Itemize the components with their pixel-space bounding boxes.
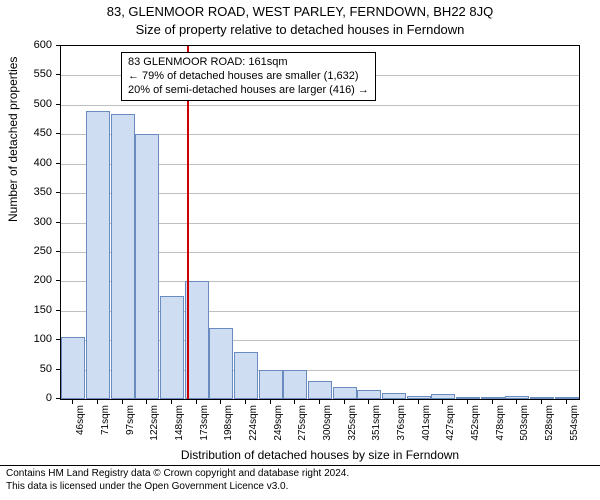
annotation-line: 83 GLENMOOR ROAD: 161sqm (128, 56, 369, 70)
page-title-line1: 83, GLENMOOR ROAD, WEST PARLEY, FERNDOWN… (0, 4, 600, 19)
histogram-bar (530, 397, 554, 399)
y-tick-label: 450 (34, 127, 52, 139)
x-tick-label: 452sqm (470, 405, 481, 441)
y-tick-label: 300 (34, 216, 52, 228)
annotation-line: ← 79% of detached houses are smaller (1,… (128, 70, 369, 84)
x-tick-mark (72, 400, 73, 404)
page-title-line2: Size of property relative to detached ho… (0, 22, 600, 37)
x-tick-label: 300sqm (322, 405, 333, 441)
histogram-bar (431, 394, 455, 399)
y-tick-label: 550 (34, 68, 52, 80)
x-tick-label: 325sqm (347, 405, 358, 441)
x-tick-mark (122, 400, 123, 404)
histogram-bar (555, 397, 579, 399)
histogram-bar (481, 397, 505, 399)
histogram-bar (86, 111, 110, 399)
histogram-bar (308, 381, 332, 399)
x-tick-label: 224sqm (248, 405, 259, 441)
y-tick-label: 200 (34, 274, 52, 286)
footer-line: Contains HM Land Registry data © Crown c… (6, 468, 594, 481)
x-tick-label: 554sqm (569, 405, 580, 441)
x-tick-label: 401sqm (421, 405, 432, 441)
x-tick-label: 478sqm (495, 405, 506, 441)
x-tick-label: 148sqm (174, 405, 185, 441)
y-tick-label: 250 (34, 245, 52, 257)
footer: Contains HM Land Registry data © Crown c… (0, 465, 600, 500)
histogram-bar (160, 296, 184, 399)
x-tick-mark (467, 400, 468, 404)
x-tick-label: 97sqm (125, 405, 136, 435)
x-tick-mark (393, 400, 394, 404)
histogram-bar (234, 352, 258, 399)
x-tick-label: 275sqm (297, 405, 308, 441)
x-tick-mark (442, 400, 443, 404)
histogram-bar (382, 393, 406, 399)
y-tick-label: 100 (34, 333, 52, 345)
histogram-bar (259, 370, 283, 399)
y-tick-label: 400 (34, 157, 52, 169)
y-tick-label: 600 (34, 39, 52, 51)
chart-plot-area: 83 GLENMOOR ROAD: 161sqm ← 79% of detach… (60, 45, 580, 400)
footer-line: This data is licensed under the Open Gov… (6, 481, 594, 494)
x-tick-label: 198sqm (223, 405, 234, 441)
histogram-bar (333, 387, 357, 399)
x-tick-mark (220, 400, 221, 404)
histogram-bar (135, 134, 159, 399)
x-tick-mark (368, 400, 369, 404)
x-tick-mark (566, 400, 567, 404)
histogram-bar (357, 390, 381, 399)
x-tick-label: 351sqm (371, 405, 382, 441)
x-tick-label: 427sqm (445, 405, 456, 441)
x-tick-mark (294, 400, 295, 404)
y-tick-label: 150 (34, 304, 52, 316)
x-tick-label: 376sqm (396, 405, 407, 441)
x-tick-mark (270, 400, 271, 404)
x-tick-mark (492, 400, 493, 404)
histogram-bar (407, 396, 431, 399)
y-tick-label: 50 (40, 363, 52, 375)
x-tick-mark (344, 400, 345, 404)
histogram-bar (61, 337, 85, 399)
x-axis-label: Distribution of detached houses by size … (60, 448, 580, 462)
x-tick-mark (418, 400, 419, 404)
x-tick-label: 528sqm (544, 405, 555, 441)
x-tick-mark (97, 400, 98, 404)
x-tick-mark (319, 400, 320, 404)
annotation-box: 83 GLENMOOR ROAD: 161sqm ← 79% of detach… (121, 52, 376, 101)
y-tick-label: 350 (34, 186, 52, 198)
histogram-bar (209, 328, 233, 399)
y-tick-label: 500 (34, 98, 52, 110)
histogram-bar (456, 397, 480, 399)
gridline (61, 105, 579, 106)
y-axis: 050100150200250300350400450500550600 (0, 45, 60, 400)
histogram-bar (111, 114, 135, 399)
x-tick-mark (541, 400, 542, 404)
x-tick-label: 503sqm (519, 405, 530, 441)
x-tick-label: 249sqm (273, 405, 284, 441)
x-tick-mark (171, 400, 172, 404)
x-tick-label: 71sqm (100, 405, 111, 435)
x-tick-label: 46sqm (75, 405, 86, 435)
x-tick-mark (196, 400, 197, 404)
histogram-bar (505, 396, 529, 399)
x-tick-mark (146, 400, 147, 404)
x-tick-label: 122sqm (149, 405, 160, 441)
annotation-line: 20% of semi-detached houses are larger (… (128, 84, 369, 98)
x-tick-mark (245, 400, 246, 404)
x-tick-mark (516, 400, 517, 404)
y-tick-label: 0 (46, 392, 52, 404)
histogram-bar (283, 370, 307, 399)
x-tick-label: 173sqm (199, 405, 210, 441)
